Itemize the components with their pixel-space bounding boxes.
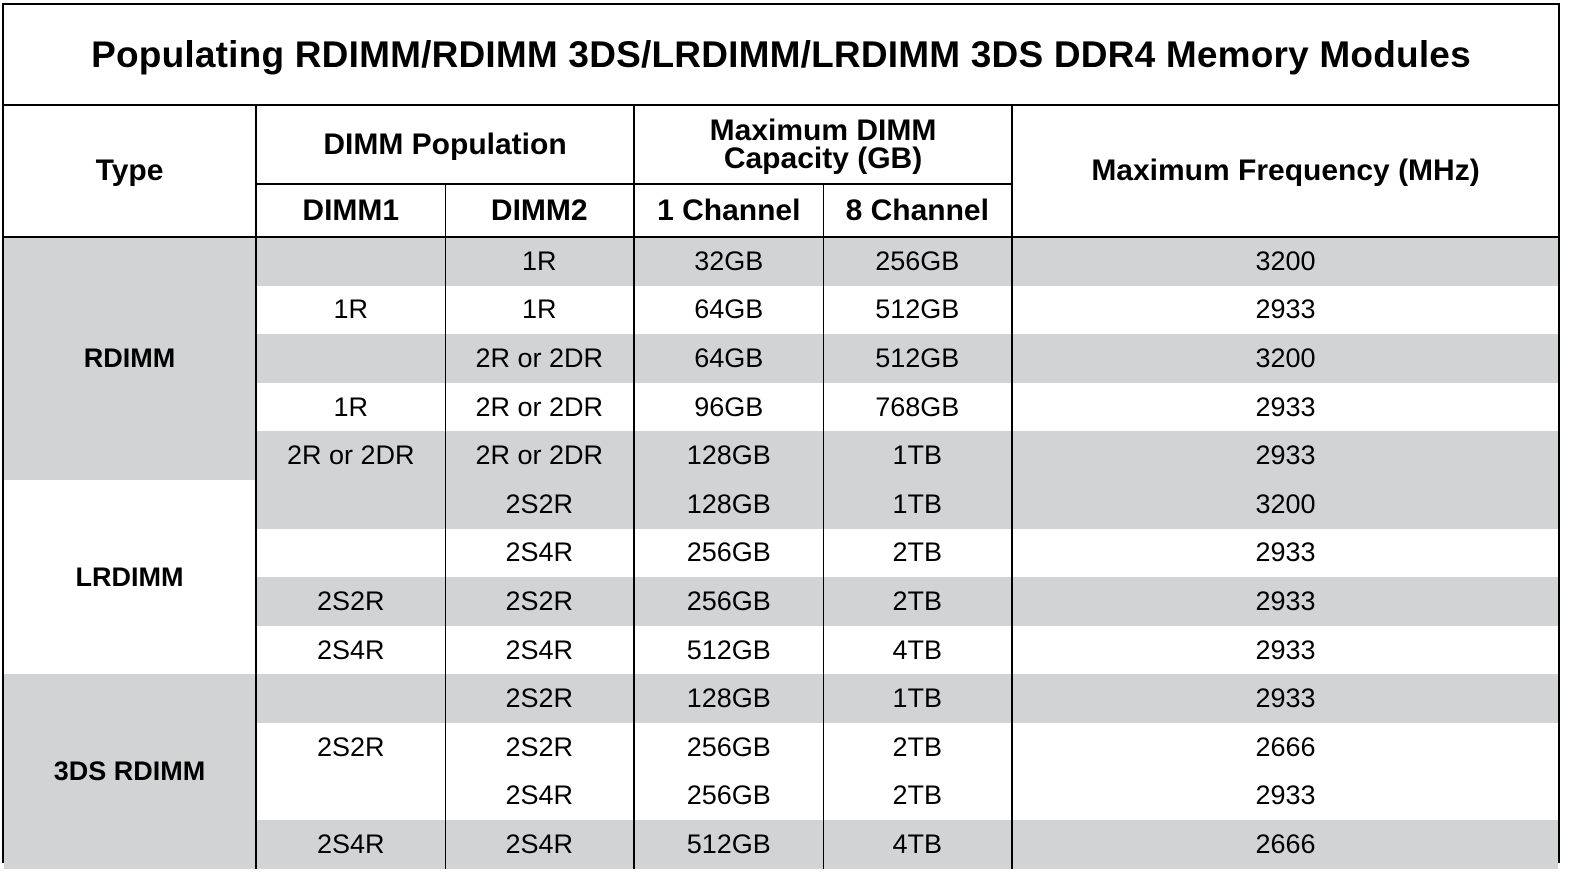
table-row: 2S4R 2S4R 512GB 4TB 2666 (4, 820, 1559, 869)
dimm1-cell: 2R or 2DR (255, 431, 445, 480)
dimm2-cell: 2S4R (444, 771, 635, 821)
ch8-cell: 768GB (822, 382, 1013, 432)
header-1-channel: 1 Channel (633, 183, 824, 237)
freq-cell: 2933 (1011, 382, 1559, 432)
table-title: Populating RDIMM/RDIMM 3DS/LRDIMM/LRDIMM… (4, 5, 1558, 106)
ch8-cell: 512GB (822, 285, 1013, 335)
table-row: 3DS RDIMM 2S2R 128GB 1TB 2933 (4, 674, 1559, 869)
ch1-cell: 256GB (633, 771, 824, 821)
dimm2-cell: 2R or 2DR (444, 431, 635, 480)
ch1-cell: 512GB (633, 820, 824, 869)
dimm2-cell: 1R (444, 237, 635, 286)
ch1-cell: 96GB (633, 382, 824, 432)
dimm1-cell: 2S2R (255, 577, 445, 626)
dimm2-cell: 2R or 2DR (444, 382, 635, 432)
freq-cell: 2933 (1011, 431, 1559, 480)
dimm2-cell: 2R or 2DR (444, 334, 635, 383)
dimm1-cell (255, 528, 445, 578)
ch8-cell: 2TB (822, 722, 1013, 772)
type-cell-3ds-rdimm: 3DS RDIMM (4, 674, 256, 869)
table-row: LRDIMM 2S2R 128GB 1TB 3200 (4, 479, 1559, 675)
memory-population-table-frame: Populating RDIMM/RDIMM 3DS/LRDIMM/LRDIMM… (2, 3, 1560, 869)
dimm1-cell (255, 674, 445, 723)
dimm1-cell (255, 479, 445, 529)
dimm1-cell (255, 771, 445, 821)
freq-cell: 3200 (1011, 479, 1559, 529)
ch8-cell: 4TB (822, 625, 1013, 675)
dimm2-cell: 1R (444, 285, 635, 335)
header-dimm2: DIMM2 (444, 183, 635, 237)
ch8-cell: 1TB (822, 431, 1013, 480)
ch8-cell: 1TB (822, 479, 1013, 529)
freq-cell: 2666 (1011, 722, 1559, 772)
freq-cell: 2933 (1011, 285, 1559, 335)
header-type: Type (95, 154, 164, 187)
table-row: 2S4R 2S4R 512GB 4TB 2933 (4, 625, 1559, 675)
ch1-cell: 128GB (633, 479, 824, 529)
table-row: 1R 1R 64GB 512GB 2933 (4, 285, 1559, 335)
ch1-cell: 256GB (633, 577, 824, 626)
dimm1-cell: 1R (255, 285, 445, 335)
dimm1-cell (255, 334, 445, 383)
type-cell-lrdimm: LRDIMM (4, 479, 256, 675)
dimm2-cell: 2S4R (444, 625, 635, 675)
header-dimm1: DIMM1 (255, 183, 445, 237)
ch1-cell: 512GB (633, 625, 824, 675)
dimm1-cell: 2S4R (255, 820, 445, 869)
table-row: 2R or 2DR 2R or 2DR 128GB 1TB 2933 (4, 431, 1559, 480)
freq-cell: 3200 (1011, 237, 1559, 286)
dimm1-cell: 2S4R (255, 625, 445, 675)
freq-cell: 2933 (1011, 625, 1559, 675)
header-8-channel: 8 Channel (822, 183, 1013, 237)
table-row: 2R or 2DR 64GB 512GB 3200 (4, 334, 1559, 383)
ch1-cell: 64GB (633, 285, 824, 335)
header-max-capacity-line2: Capacity (GB) (723, 141, 923, 175)
dimm2-cell: 2S2R (444, 577, 635, 626)
freq-cell: 2933 (1011, 577, 1559, 626)
table-row: RDIMM 1R 32GB 256GB 3200 (4, 237, 1559, 480)
header-max-capacity-line1: Maximum DIMM (709, 113, 937, 147)
ch8-cell: 4TB (822, 820, 1013, 869)
dimm2-cell: 2S4R (444, 528, 635, 578)
freq-cell: 3200 (1011, 334, 1559, 383)
ch1-cell: 128GB (633, 674, 824, 723)
table-row: 2S4R 256GB 2TB 2933 (4, 771, 1559, 821)
ch8-cell: 1TB (822, 674, 1013, 723)
dimm2-cell: 2S2R (444, 674, 635, 723)
ch8-cell: 2TB (822, 528, 1013, 578)
ch1-cell: 32GB (633, 237, 824, 286)
dimm1-cell: 2S2R (255, 722, 445, 772)
freq-cell: 2933 (1011, 674, 1559, 723)
dimm2-cell: 2S2R (444, 479, 635, 529)
ch8-cell: 2TB (822, 577, 1013, 626)
header-max-frequency: Maximum Frequency (MHz) (1011, 106, 1559, 237)
header-max-capacity: Maximum DIMM Capacity (GB) (633, 106, 1013, 184)
header-dimm-population: DIMM Population (254, 106, 635, 184)
ch1-cell: 256GB (633, 528, 824, 578)
dimm1-cell: 1R (255, 382, 445, 432)
table-row: 2S2R 2S2R 256GB 2TB 2666 (4, 722, 1559, 772)
ch1-cell: 256GB (633, 722, 824, 772)
table-row: 2S2R 2S2R 256GB 2TB 2933 (4, 577, 1559, 626)
ch1-cell: 128GB (633, 431, 824, 480)
ch8-cell: 2TB (822, 771, 1013, 821)
ch1-cell: 64GB (633, 334, 824, 383)
table-row: 2S4R 256GB 2TB 2933 (4, 528, 1559, 578)
type-cell-rdimm: RDIMM (4, 237, 256, 480)
memory-population-table: Type DIMM Population Maximum DIMM Capaci… (4, 106, 1559, 869)
dimm2-cell: 2S4R (444, 820, 635, 869)
freq-cell: 2933 (1011, 771, 1559, 821)
table-row: 1R 2R or 2DR 96GB 768GB 2933 (4, 382, 1559, 432)
dimm1-cell (255, 237, 445, 286)
freq-cell: 2933 (1011, 528, 1559, 578)
freq-cell: 2666 (1011, 820, 1559, 869)
ch8-cell: 512GB (822, 334, 1013, 383)
ch8-cell: 256GB (822, 237, 1013, 286)
dimm2-cell: 2S2R (444, 722, 635, 772)
